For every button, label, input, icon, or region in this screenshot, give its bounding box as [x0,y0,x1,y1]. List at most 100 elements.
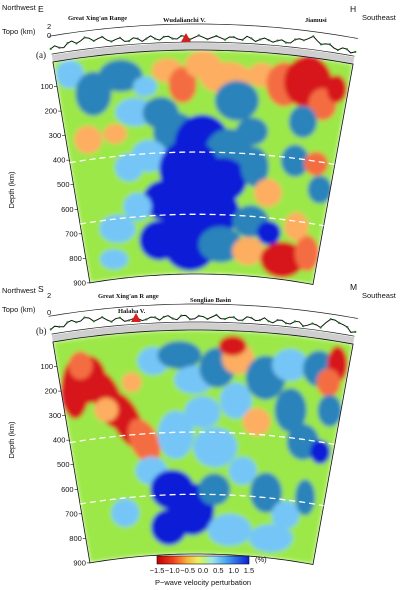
panel-b-right-letter: M [350,282,357,292]
panel-a-surface-band [51,43,355,65]
depth-tick-label: 300 [49,411,62,420]
panel-a-place-3: Jiamusi [305,17,327,24]
topo-marker [345,48,348,51]
topo-marker [250,316,253,319]
velocity-anomaly [250,472,282,513]
panel-a-section-outline [52,49,354,285]
velocity-anomaly [294,235,319,272]
panel-b-depth-ticks: 100 200 300 400 500 600 700 800 900 [40,362,90,567]
topo-marker [258,38,262,41]
topo-marker [293,320,297,323]
depth-tick-label: 800 [69,534,82,543]
velocity-anomaly [207,513,252,546]
depth-tick-label: 700 [65,229,78,238]
panel-a-topo-label: Topo (km) [2,27,36,36]
topo-marker [294,38,297,41]
velocity-anomaly [316,368,341,397]
topo-marker [223,317,227,321]
topo-marker [75,321,78,324]
velocity-anomaly [235,117,268,146]
topo-marker [58,46,61,49]
topo-marker [311,322,314,325]
panel-b-right-direction: Southeast [362,291,397,300]
colorbar-title: P−wave velocity perturbation [155,578,251,587]
topo-marker [232,36,235,39]
velocity-anomaly [310,440,331,464]
depth-tick-label: 500 [57,180,70,189]
topo-marker [197,314,200,317]
velocity-anomaly [240,146,269,187]
velocity-anomaly [307,175,332,204]
depth-tick-label: 900 [73,558,86,567]
topo-marker [127,319,131,322]
topo-marker [162,315,165,318]
velocity-anomaly [115,153,143,182]
panel-a-topo-markers [49,34,357,54]
colorbar-tick-label: −1.5 [150,566,165,575]
depth-tick-label: 800 [69,254,82,263]
topo-marker [329,318,332,321]
panel-a-right-direction: Southeast [362,13,397,22]
panel-a-tomogram [52,50,354,285]
panel-b-topo-markers [49,313,357,333]
panel-b-660-discontinuity [79,493,324,507]
panel-b-topo-tick-0: 0 [47,308,51,317]
panel-a-volcano-icon [181,33,191,42]
panel-a-left-letter: E [38,4,44,14]
velocity-anomaly [103,123,127,144]
panel-a-right-letter: H [350,4,356,14]
topo-marker [118,316,121,319]
depth-tick-label: 300 [49,131,62,140]
velocity-anomaly [274,388,307,433]
panel-a-660-discontinuity [79,213,324,227]
topo-marker [320,43,323,46]
panel-b-place-2: Songliao Basin [190,297,231,304]
velocity-anomaly [74,125,103,154]
panel-a-depth-label: Depth (km) [7,171,16,209]
panel-a-depth-ticks: 100 200 300 400 500 600 700 800 900 [40,82,90,287]
topo-marker [136,37,139,40]
velocity-anomaly [68,351,93,380]
topo-marker [284,41,288,44]
panel-b-section-outline [52,329,354,565]
panel-a: Northwest E H Southeast Topo (km) 2 0 Gr… [2,3,397,287]
colorbar-tick-label: 0.5 [213,566,223,575]
velocity-anomaly [133,76,157,97]
colorbar-tick-label: 1.5 [244,566,254,575]
topo-marker [276,39,279,42]
topo-marker [83,36,86,39]
topo-marker [215,313,218,316]
topo-marker [206,317,209,321]
topo-marker [92,39,95,43]
panel-b-topo-profile [50,314,356,333]
velocity-anomaly [317,394,342,427]
velocity-anomaly [271,500,300,529]
topo-marker [127,39,131,43]
topo-marker [171,317,174,320]
velocity-anomaly [260,241,305,278]
topo-marker [302,39,305,42]
topo-marker [75,42,78,45]
panel-b-left-direction: Northwest [2,286,37,295]
velocity-anomaly [184,396,221,429]
colorbar-tick-label: −1.0 [165,566,180,575]
topo-marker [189,318,192,321]
depth-tick-label: 600 [61,485,74,494]
topo-marker [206,38,209,41]
topo-marker [241,38,244,42]
velocity-anomaly [256,220,281,245]
velocity-anomaly [168,67,197,103]
topo-marker [101,35,104,38]
topo-marker [250,37,253,40]
topo-marker [197,34,200,37]
panel-b-topo-tick-2: 2 [47,291,51,300]
panel-b-left-letter: S [38,284,44,294]
depth-tick-label: 500 [57,460,70,469]
topo-marker [267,320,270,323]
colorbar-gradient [156,555,250,565]
panel-b: Northwest S M Southeast Topo (km) 2 0 Gr… [2,282,397,567]
topo-marker [58,325,61,328]
velocity-anomaly [272,349,309,381]
colorbar-unit: (%) [255,555,267,564]
